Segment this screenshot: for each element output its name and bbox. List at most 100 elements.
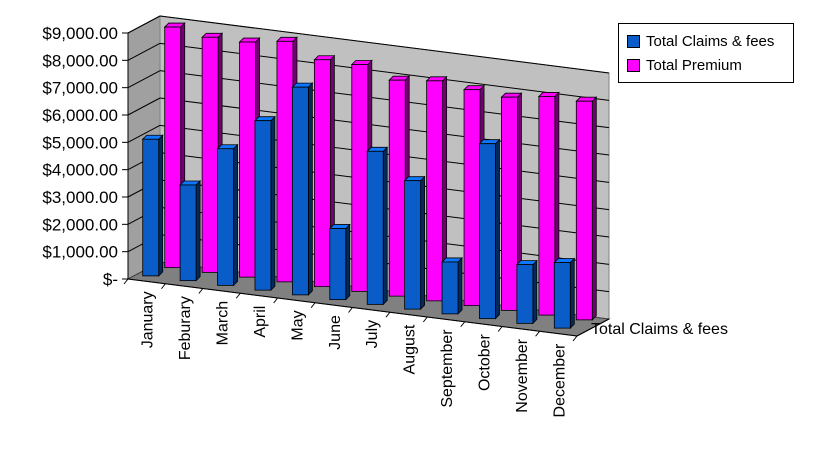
bar-top (275, 36, 298, 42)
gridline-side (127, 70, 161, 89)
bar-top (350, 60, 373, 65)
bar-side (233, 143, 238, 287)
bar-side (457, 256, 463, 315)
bar-claims (478, 138, 501, 320)
bar-claims (216, 143, 239, 287)
x-tick-label: May (289, 310, 306, 340)
bar-top (441, 257, 464, 263)
x-tick-label: June (327, 315, 344, 350)
bar-front (329, 228, 347, 301)
depth-axis-line (576, 318, 610, 337)
bar-claims (328, 223, 351, 301)
gridline-back (159, 70, 610, 129)
bar-front (351, 64, 369, 292)
bar-top (575, 96, 598, 102)
y-tick-label: $8,000.00 (42, 51, 118, 70)
bar-side (270, 115, 276, 292)
bar-top (291, 82, 314, 88)
bar-top (553, 258, 576, 263)
x-tick-label: March (215, 301, 232, 345)
bar-side (345, 223, 351, 301)
bar-front (217, 148, 234, 286)
bar-top (537, 92, 560, 97)
bar-side (495, 138, 500, 320)
bar-claims (291, 82, 314, 296)
bar-front (254, 120, 272, 291)
bar-front (164, 26, 182, 269)
bar-side (591, 96, 597, 321)
bar-claims (141, 134, 164, 277)
bar-front (501, 96, 518, 311)
x-tick-mark (235, 292, 241, 299)
legend-item-premium: Total Premium (627, 55, 742, 75)
bar-side (195, 180, 201, 282)
bar-top (500, 92, 523, 98)
gridline-side (127, 124, 161, 143)
bar-top (403, 176, 426, 182)
gridline-back (159, 97, 610, 156)
bar-front (201, 36, 219, 273)
bar-front (366, 150, 384, 305)
x-tick-mark (422, 316, 428, 323)
bar-top (478, 139, 501, 145)
x-tick-label: Feburary (177, 296, 194, 360)
bar-side (532, 259, 538, 325)
x-tick-mark (348, 307, 353, 313)
bar-premium (500, 92, 523, 312)
bar-premium (425, 75, 448, 302)
legend-swatch-premium (627, 58, 640, 72)
bar-top (163, 22, 186, 28)
bar-front (441, 261, 459, 315)
bar-top (216, 144, 239, 150)
y-tick-label: $- (103, 270, 118, 289)
bar-front (479, 143, 496, 320)
bar-front (276, 40, 294, 283)
bar-side (158, 134, 164, 277)
x-tick-label: November (514, 338, 531, 412)
x-tick-label: September (439, 329, 456, 408)
bar-front (404, 180, 422, 310)
bar-front (239, 41, 256, 278)
bar-top (313, 55, 336, 61)
bar-top (253, 116, 276, 122)
x-tick-mark (310, 302, 316, 309)
y-tick-label: $5,000.00 (42, 133, 118, 152)
y-tick-label: $3,000.00 (42, 188, 118, 207)
bar-side (569, 257, 575, 330)
bar-front (538, 96, 556, 316)
gridline-back (159, 42, 610, 101)
x-tick-label: October (476, 333, 493, 391)
bar-front (313, 59, 331, 288)
bar-claims (515, 259, 538, 325)
x-tick-mark (273, 297, 279, 304)
bar-claims (553, 257, 576, 330)
legend-label-claims: Total Claims & fees (646, 32, 775, 50)
bar-front (179, 184, 197, 282)
legend: Total Claims & fees Total Premium (618, 23, 794, 83)
legend-swatch-claims (627, 34, 640, 48)
gridline-back (159, 15, 610, 74)
x-axis-line (127, 278, 578, 337)
y-tick-label: $4,000.00 (42, 161, 118, 180)
x-tick-label: August (402, 324, 419, 374)
x-tick-mark (123, 278, 129, 285)
x-tick-mark (460, 321, 466, 328)
x-tick-mark (385, 311, 391, 318)
bar-claims (366, 146, 389, 306)
x-tick-label: April (252, 306, 269, 338)
x-tick-mark (161, 283, 166, 290)
y-tick-label: $9,000.00 (42, 24, 118, 43)
gridline-side (127, 15, 161, 34)
bar-side (382, 146, 388, 306)
bar-top (201, 32, 224, 38)
bar-top (515, 260, 538, 266)
legend-label-premium: Total Premium (646, 56, 742, 74)
bar-top (179, 180, 202, 186)
bar-top (328, 224, 351, 229)
x-tick-label: July (364, 320, 381, 348)
x-tick-mark (497, 326, 503, 332)
bar-front (553, 262, 571, 329)
y-tick-label: $6,000.00 (42, 106, 118, 125)
bar-top (388, 75, 411, 81)
